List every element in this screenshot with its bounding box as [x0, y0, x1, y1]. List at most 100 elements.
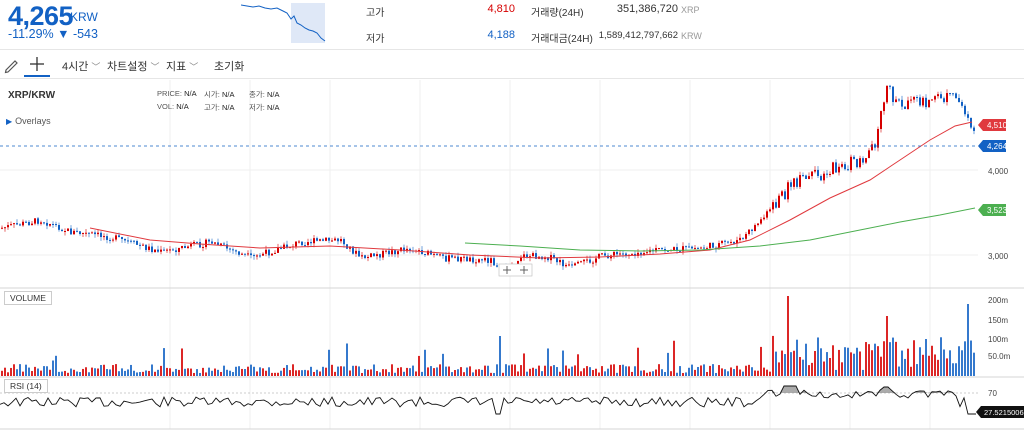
- chart-marker-box[interactable]: [498, 263, 533, 277]
- volume-bar: [871, 350, 873, 376]
- overlays-toggle[interactable]: ▶ Overlays: [6, 116, 51, 126]
- ma-red-badge-value: 4,510: [987, 121, 1008, 130]
- volume-bar: [313, 371, 315, 376]
- volume-bar: [643, 370, 645, 376]
- candle-body: [280, 247, 282, 249]
- volume-bar: [592, 370, 594, 376]
- candle-body: [793, 178, 795, 187]
- chart-settings-dropdown[interactable]: 차트설정 ﹀: [107, 58, 160, 74]
- candle-body: [883, 102, 885, 112]
- candle-body: [46, 222, 48, 226]
- volume-bar: [847, 347, 849, 376]
- volume-bar: [385, 369, 387, 376]
- candle-body: [706, 248, 708, 250]
- volume-bar: [106, 369, 108, 376]
- candle-body: [595, 258, 597, 263]
- candle-body: [64, 230, 66, 232]
- price-chart[interactable]: 4,000 3,000 200m 150m 100m 50.0m 70 4,51…: [0, 80, 1024, 430]
- candle-body: [958, 97, 960, 102]
- chart-canvas[interactable]: 4,000 3,000 200m 150m 100m 50.0m 70 4,51…: [0, 80, 1024, 430]
- volume-bar: [103, 364, 105, 376]
- volume-bar: [850, 352, 852, 376]
- volume-bar: [286, 365, 288, 376]
- candle-body: [703, 247, 705, 249]
- indicators-dropdown[interactable]: 지표 ﹀: [166, 58, 198, 74]
- candle-body: [769, 209, 771, 212]
- volume-bar: [91, 367, 93, 376]
- volume-bar: [1, 370, 3, 376]
- candle-body: [211, 241, 213, 244]
- volume-bar: [400, 367, 402, 376]
- volume-bar: [751, 367, 753, 376]
- rsi-overbought-fill: [772, 386, 956, 393]
- volume-bar: [679, 366, 681, 376]
- candle-body: [61, 229, 63, 232]
- candle-body: [355, 250, 357, 254]
- candle-body: [139, 244, 141, 246]
- overlays-label: Overlays: [15, 116, 51, 126]
- volume-bar: [730, 367, 732, 376]
- rsi-panel-label: RSI (14): [4, 379, 48, 393]
- interval-dropdown[interactable]: 4시간 ﹀: [62, 58, 100, 74]
- volume-bar: [301, 370, 303, 376]
- candle-body: [913, 97, 915, 100]
- candle-body: [58, 225, 60, 230]
- volume-bar: [427, 367, 429, 376]
- volume-bar: [145, 370, 147, 376]
- ohlc-high-label: 고가:: [204, 103, 220, 112]
- volume-bar: [442, 353, 444, 376]
- candle-body: [571, 264, 573, 266]
- crosshair-tool-button[interactable]: [24, 53, 50, 77]
- candle-body: [631, 253, 633, 255]
- indicators-label: 지표: [166, 61, 187, 73]
- volume-bar: [430, 366, 432, 376]
- volume-bar: [22, 371, 24, 376]
- candle-body: [937, 94, 939, 97]
- candle-body: [751, 229, 753, 231]
- candle-body: [967, 114, 969, 118]
- volume-bar: [100, 365, 102, 376]
- interval-dropdown-label: 4시간: [62, 61, 89, 73]
- candle-body: [781, 191, 783, 196]
- ma-green-badge: 3,523: [978, 204, 1008, 216]
- volume-bar: [220, 371, 222, 376]
- volume-bar: [412, 365, 414, 376]
- candle-body: [352, 246, 354, 254]
- candle-body: [850, 156, 852, 171]
- candle-body: [487, 258, 489, 263]
- candle-body: [265, 249, 267, 254]
- amount-24h-value: 1,589,412,797,662: [598, 30, 678, 41]
- candle-body: [163, 249, 165, 251]
- volume-bar: [826, 352, 828, 376]
- volume-bar: [49, 369, 51, 376]
- volume-bar: [670, 371, 672, 376]
- candle-body: [559, 259, 561, 263]
- volume-bar: [544, 365, 546, 376]
- candle-body: [916, 97, 918, 98]
- candle-body: [322, 239, 324, 241]
- volume-bar: [541, 371, 543, 376]
- volume-bar: [190, 368, 192, 376]
- candle-body: [700, 247, 702, 249]
- volume-bar: [406, 367, 408, 376]
- volume-bar: [715, 372, 717, 376]
- volume-bar: [151, 364, 153, 376]
- candle-body: [190, 244, 192, 247]
- candle-body: [592, 262, 594, 264]
- candle-body: [253, 255, 255, 257]
- candle-body: [136, 240, 138, 245]
- volume-bar: [268, 367, 270, 376]
- candle-body: [331, 240, 333, 242]
- candle-body: [298, 241, 300, 243]
- reset-button[interactable]: 초기화: [214, 61, 245, 73]
- pencil-icon[interactable]: [2, 55, 22, 75]
- candle-body: [106, 236, 108, 240]
- volume-bar: [310, 366, 312, 376]
- volume-bar: [718, 365, 720, 376]
- candle-body: [826, 173, 828, 175]
- volume-bar: [799, 357, 801, 376]
- candle-body: [709, 242, 711, 249]
- volume-bar: [748, 364, 750, 376]
- volume-bar: [295, 370, 297, 376]
- candle-body: [166, 249, 168, 251]
